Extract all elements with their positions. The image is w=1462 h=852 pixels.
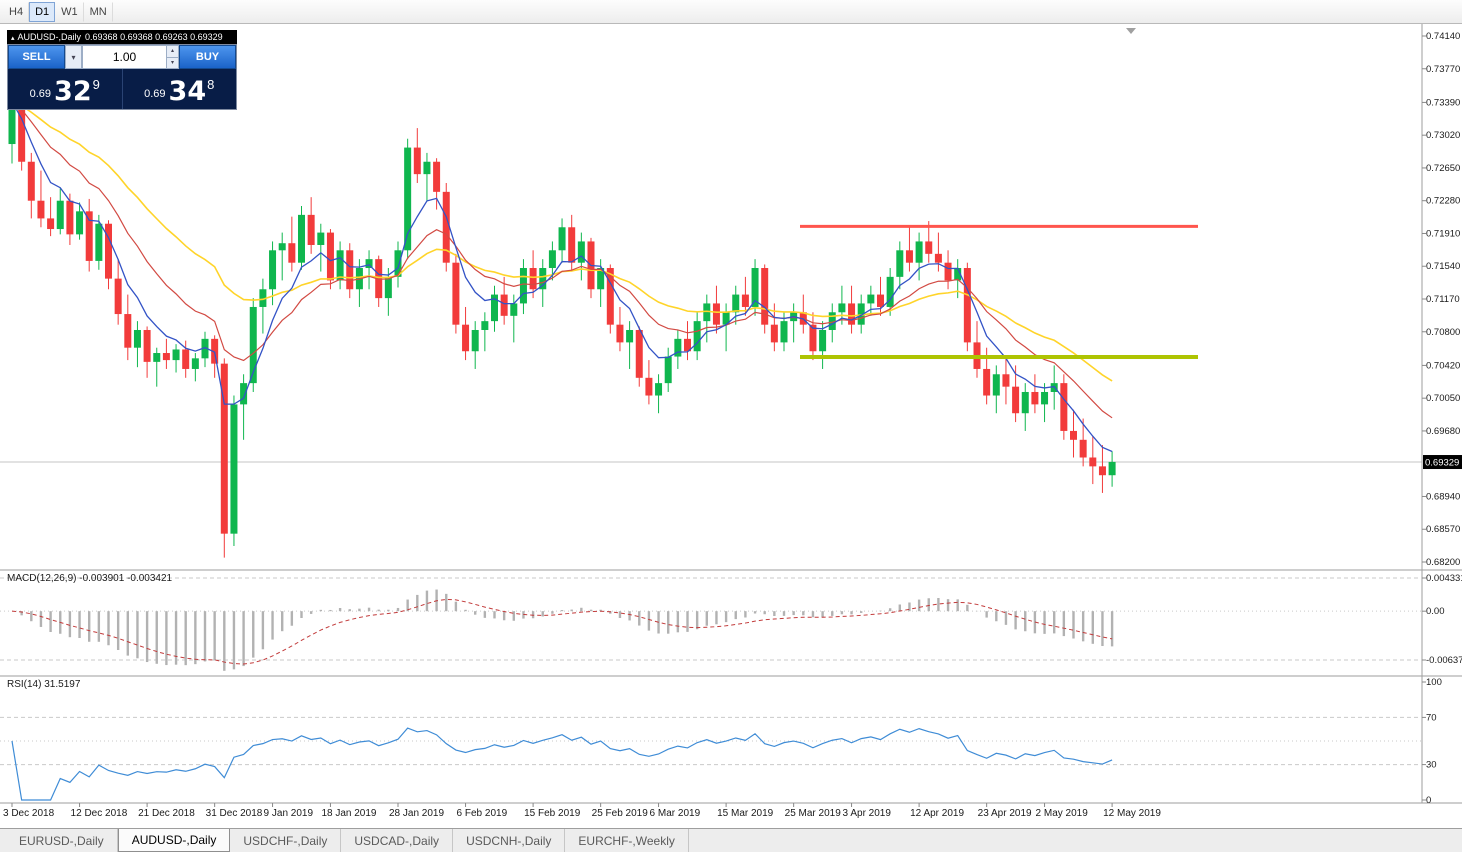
sell-price-sup: 9: [92, 77, 100, 92]
lot-size-field: ▴ ▾: [82, 45, 179, 69]
collapse-icon[interactable]: ▴: [11, 35, 15, 42]
buy-price-prefix: 0.69: [144, 88, 166, 100]
svg-text:12 Dec 2018: 12 Dec 2018: [71, 808, 128, 819]
chart-area: 0.74140 0.73770 0.73390 0.73020 0.72650 0.722…: [0, 24, 1462, 828]
svg-text:18 Jan 2019: 18 Jan 2019: [321, 808, 376, 819]
svg-text:0.70050: 0.70050: [1426, 393, 1460, 404]
chart-symbol-label: AUDUSD-,Daily: [17, 32, 82, 42]
timeframe-w1-button[interactable]: W1: [55, 1, 84, 22]
svg-text:21 Dec 2018: 21 Dec 2018: [138, 808, 195, 819]
svg-text:0.004331: 0.004331: [1426, 573, 1462, 584]
lot-spinner: ▴ ▾: [166, 46, 178, 68]
symbol-tab-bar: EURUSD-,Daily AUDUSD-,Daily USDCHF-,Dail…: [0, 828, 1462, 852]
svg-text:0.72280: 0.72280: [1426, 196, 1460, 207]
sell-price-big: 32: [54, 76, 92, 107]
svg-text:12 Apr 2019: 12 Apr 2019: [910, 808, 964, 819]
svg-text:0.71540: 0.71540: [1426, 261, 1460, 272]
buy-button[interactable]: BUY: [179, 45, 236, 69]
ma-line: [11, 101, 1113, 453]
lot-size-input[interactable]: [83, 46, 178, 68]
svg-text:0.70420: 0.70420: [1426, 360, 1460, 371]
svg-text:0.73390: 0.73390: [1426, 97, 1460, 108]
svg-text:6 Feb 2019: 6 Feb 2019: [457, 808, 508, 819]
tab-eurusd-daily[interactable]: EURUSD-,Daily: [6, 829, 118, 852]
sell-price-display[interactable]: 0.69 32 9: [8, 69, 122, 109]
chart-shift-marker-icon: [1126, 28, 1136, 34]
svg-text:100: 100: [1426, 677, 1442, 688]
svg-text:3 Apr 2019: 3 Apr 2019: [843, 808, 892, 819]
rsi-label: RSI(14) 31.5197: [7, 679, 81, 690]
tab-usdcnh-daily[interactable]: USDCNH-,Daily: [453, 829, 566, 852]
lot-decrement-button[interactable]: ▾: [166, 57, 178, 68]
macd-label: MACD(12,26,9) -0.003901 -0.003421: [7, 573, 173, 584]
svg-text:0.73020: 0.73020: [1426, 130, 1460, 141]
buy-price-sup: 8: [207, 77, 215, 92]
svg-text:-0.006373: -0.006373: [1426, 655, 1462, 666]
sell-button[interactable]: SELL: [8, 45, 65, 69]
chart-canvas[interactable]: 0.74140 0.73770 0.73390 0.73020 0.72650 0.722…: [0, 24, 1462, 828]
chart-ohlc-values: 0.69368 0.69368 0.69263 0.69329: [85, 32, 223, 42]
svg-text:0.00: 0.00: [1426, 606, 1445, 617]
svg-text:0.69329: 0.69329: [1425, 458, 1459, 469]
tab-audusd-daily[interactable]: AUDUSD-,Daily: [117, 829, 231, 852]
svg-text:0.68200: 0.68200: [1426, 557, 1460, 568]
macd-histogram: [20, 589, 1114, 671]
svg-text:15 Mar 2019: 15 Mar 2019: [717, 808, 774, 819]
sell-price-prefix: 0.69: [29, 88, 52, 100]
svg-text:0.71910: 0.71910: [1426, 228, 1460, 239]
trade-controls-row: SELL ▾ ▴ ▾ BUY: [8, 45, 236, 69]
svg-text:6 Mar 2019: 6 Mar 2019: [650, 808, 701, 819]
svg-text:3 Dec 2018: 3 Dec 2018: [3, 808, 55, 819]
svg-text:0.73770: 0.73770: [1426, 64, 1460, 75]
svg-text:15 Feb 2019: 15 Feb 2019: [524, 808, 581, 819]
svg-text:25 Mar 2019: 25 Mar 2019: [785, 808, 842, 819]
timeframe-d1-button[interactable]: D1: [29, 1, 56, 22]
svg-text:0: 0: [1426, 795, 1431, 806]
svg-text:9 Jan 2019: 9 Jan 2019: [264, 808, 314, 819]
svg-text:0.74140: 0.74140: [1426, 31, 1460, 42]
svg-text:0.68570: 0.68570: [1426, 524, 1460, 535]
chart-title-bar: ▴ AUDUSD-,Daily 0.69368 0.69368 0.69263 0.…: [7, 30, 237, 44]
svg-text:2 May 2019: 2 May 2019: [1036, 808, 1089, 819]
svg-text:0.72650: 0.72650: [1426, 163, 1460, 174]
one-click-trading-panel: SELL ▾ ▴ ▾ BUY 0.69 32 9: [7, 44, 237, 110]
svg-text:23 Apr 2019: 23 Apr 2019: [978, 808, 1032, 819]
trade-price-row: 0.69 32 9 0.69 34 8: [8, 69, 236, 109]
rsi-line: [11, 727, 1113, 801]
macd-signal-line: [11, 598, 1113, 665]
svg-text:0.68940: 0.68940: [1426, 491, 1460, 502]
svg-text:25 Feb 2019: 25 Feb 2019: [592, 808, 649, 819]
svg-text:28 Jan 2019: 28 Jan 2019: [389, 808, 444, 819]
svg-text:0.71170: 0.71170: [1426, 294, 1460, 305]
svg-text:0.70800: 0.70800: [1426, 327, 1460, 338]
timeframe-mn-button[interactable]: MN: [84, 1, 113, 22]
tab-usdchf-daily[interactable]: USDCHF-,Daily: [230, 829, 342, 852]
buy-price-display[interactable]: 0.69 34 8: [121, 69, 237, 109]
buy-price-big: 34: [168, 76, 207, 107]
lot-preset-dropdown[interactable]: ▾: [65, 45, 82, 69]
svg-text:31 Dec 2018: 31 Dec 2018: [206, 808, 263, 819]
tab-usdcad-daily[interactable]: USDCAD-,Daily: [341, 829, 454, 852]
ma-line: [11, 101, 1113, 419]
lot-increment-button[interactable]: ▴: [166, 46, 178, 58]
svg-text:0.69680: 0.69680: [1426, 426, 1460, 437]
chevron-down-icon: ▾: [71, 52, 76, 62]
candles: [8, 88, 1116, 558]
svg-text:30: 30: [1426, 760, 1437, 771]
tab-eurchf-weekly[interactable]: EURCHF-,Weekly: [565, 829, 689, 852]
timeframe-h4-button[interactable]: H4: [3, 1, 30, 22]
svg-text:12 May 2019: 12 May 2019: [1103, 808, 1161, 819]
svg-text:70: 70: [1426, 712, 1437, 723]
timeframe-toolbar: H4 D1 W1 MN: [0, 0, 1462, 24]
